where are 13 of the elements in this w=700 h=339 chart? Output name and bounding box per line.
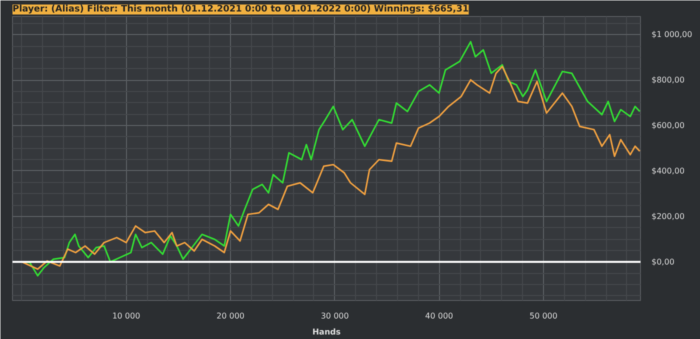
x-tick-label: 40 000 xyxy=(425,312,454,320)
x-tick-label: 10 000 xyxy=(112,312,140,320)
y-tick-label: $0,00 xyxy=(652,257,674,266)
y-tick-label: $400,00 xyxy=(652,166,685,176)
x-axis-title: Hands xyxy=(312,328,341,336)
x-tick-label: 30 000 xyxy=(320,312,349,320)
y-tick-label: $800,00 xyxy=(652,76,685,85)
chart-title: Player: (Alias) Filter: This month (01.12.2021 0:00 to 01.01.2022 0:00) Winnings: $665,31 xyxy=(12,4,469,14)
y-tick-label: $200,00 xyxy=(652,212,685,221)
x-tick-label: 50 000 xyxy=(529,312,558,320)
y-tick-label: $1 000,00 xyxy=(652,30,692,40)
x-tick-label: 20 000 xyxy=(216,312,245,320)
y-tick-label: $600,00 xyxy=(652,121,685,130)
